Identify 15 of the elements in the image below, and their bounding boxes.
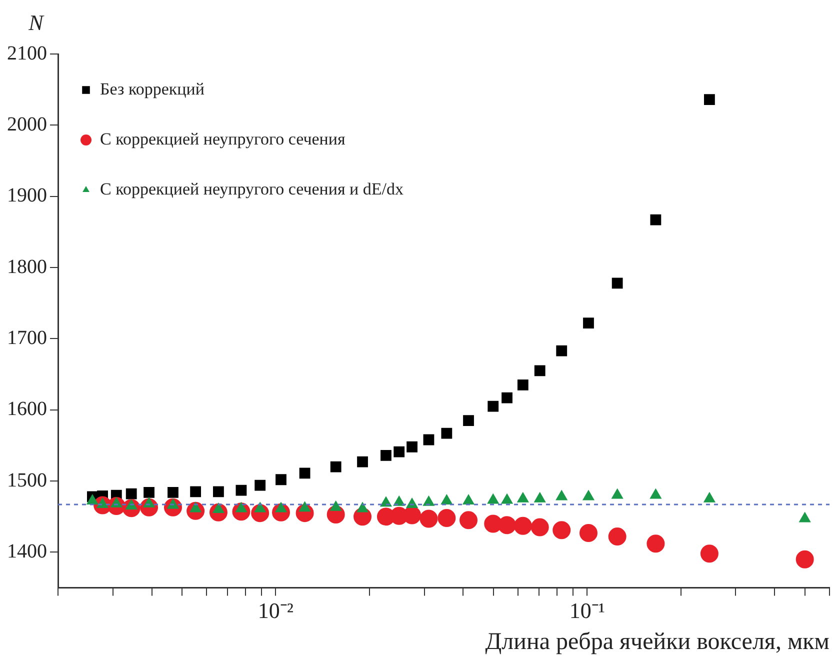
y-tick-label: 1700	[7, 326, 47, 349]
legend-label: С коррекцией неупругого сечения и dE/dx	[100, 179, 404, 198]
legend-label: Без коррекций	[100, 79, 204, 98]
y-tick-label: 1400	[7, 540, 47, 562]
x-tick-label: 10⁻¹	[569, 598, 605, 623]
y-tick-label: 1800	[7, 256, 47, 278]
y-tick-label: 1500	[7, 469, 47, 492]
y-tick-label: 1900	[7, 184, 47, 207]
y-axis-title: N	[28, 10, 45, 35]
y-tick-label: 2000	[7, 113, 47, 136]
y-tick-label: 2100	[7, 42, 47, 64]
x-axis-title: Длина ребра ячейки вокселя, мкм	[485, 628, 830, 655]
legend-label: С коррекцией неупругого сечения	[100, 129, 346, 148]
x-tick-label: 10⁻²	[258, 598, 294, 623]
y-tick-label: 1600	[7, 398, 47, 420]
